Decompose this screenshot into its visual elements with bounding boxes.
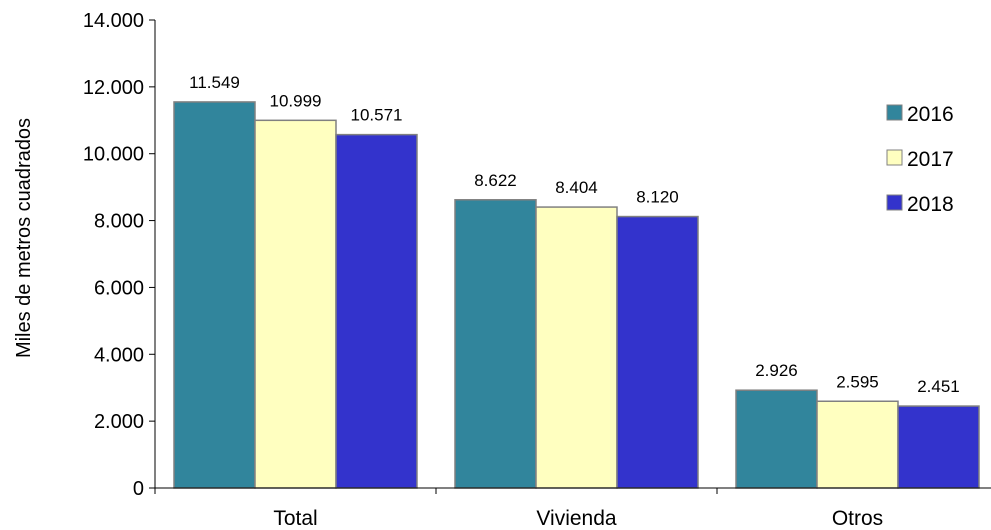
axes-group <box>154 20 991 489</box>
data-label: 2.595 <box>836 372 879 391</box>
legend-swatch <box>886 194 903 211</box>
bars-group <box>173 101 980 489</box>
data-label: 8.404 <box>555 178 598 197</box>
bar-2018-otros <box>897 405 980 489</box>
legend-label: 2017 <box>907 148 954 171</box>
data-label: 2.451 <box>917 377 960 396</box>
category-label: Otros <box>832 507 883 530</box>
bar-2018-vivienda <box>616 215 699 489</box>
y-tick-label: 8.000 <box>94 211 144 233</box>
y-tick-label: 6.000 <box>94 277 144 299</box>
y-tick-label: 10.000 <box>83 144 144 166</box>
category-label: Vivienda <box>536 507 616 530</box>
y-tick-label: 12.000 <box>83 77 144 99</box>
value-labels-group: 11.549 8.622 2.926 10.999 8.404 2.595 10.571 8.… <box>189 73 960 396</box>
bar-2017-total <box>254 119 337 489</box>
data-label: 8.622 <box>474 171 517 190</box>
bar-2017-otros <box>816 400 899 489</box>
legend-swatch <box>886 104 903 121</box>
legend-swatch <box>886 149 903 166</box>
legend-label: 2018 <box>907 193 954 216</box>
bar-2016-total <box>173 101 256 489</box>
legend: 2016 2017 2018 <box>886 103 954 216</box>
y-ticks-group: 0 2.000 4.000 6.000 8.000 10.000 12.000 14.000 <box>83 10 155 500</box>
x-ticks-group <box>154 488 718 494</box>
data-label: 10.571 <box>351 106 403 125</box>
data-label: 8.120 <box>636 188 679 207</box>
data-label: 2.926 <box>755 361 798 380</box>
bar-2016-otros <box>735 389 818 489</box>
y-tick-label: 2.000 <box>94 411 144 433</box>
bar-2018-total <box>335 133 418 489</box>
data-label: 10.999 <box>270 91 322 110</box>
y-tick-label: 4.000 <box>94 344 144 366</box>
legend-label: 2016 <box>907 103 954 126</box>
data-label: 11.549 <box>189 73 240 92</box>
bar-2016-vivienda <box>454 199 537 489</box>
category-labels-group: Total Vivienda Otros <box>273 507 883 530</box>
y-axis-title: Miles de metros cuadrados <box>13 118 35 358</box>
category-label: Total <box>273 507 317 530</box>
bar-2017-vivienda <box>535 206 618 489</box>
y-tick-label: 0 <box>133 478 144 500</box>
y-tick-label: 14.000 <box>83 10 144 32</box>
